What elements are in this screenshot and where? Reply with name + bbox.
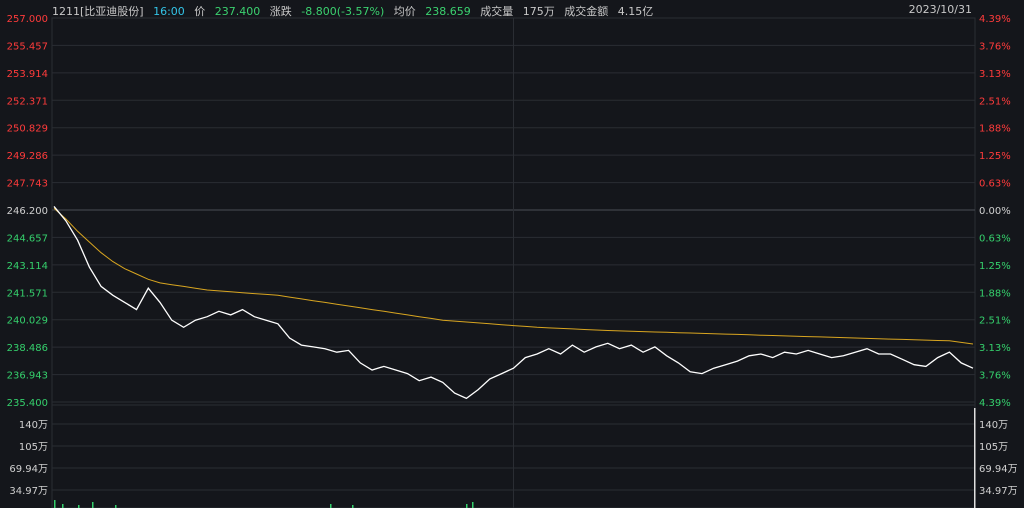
left-tick-label: 252.371 <box>7 96 48 107</box>
volume-bar <box>78 505 80 508</box>
quote-date: 2023/10/31 <box>908 3 972 16</box>
price-value: 237.400 <box>214 5 261 18</box>
avg-label: 均价 <box>393 5 416 18</box>
volume-axis: 140万 140万 105万 105万 69.94万 69.94万 34.97万 34.97万 <box>9 420 1017 497</box>
left-tick-label: 243.114 <box>7 261 48 272</box>
volume-bar <box>352 505 354 508</box>
right-tick-label: 4.39% <box>979 14 1011 25</box>
volume-tick-label: 34.97万 <box>979 486 1018 497</box>
right-tick-label: 2.51% <box>979 96 1011 107</box>
change-label: 涨跌 <box>269 5 292 18</box>
right-tick-label: 1.88% <box>979 124 1011 135</box>
right-tick-label: 0.63% <box>979 179 1011 190</box>
quote-time: 16:00 <box>153 5 185 18</box>
left-tick-label: 240.029 <box>7 316 48 327</box>
right-tick-label: 0.00% <box>979 206 1011 217</box>
right-tick-label: 2.51% <box>979 316 1011 327</box>
volume-tick-label: 140万 <box>979 420 1008 431</box>
volume-bar <box>330 504 332 508</box>
right-tick-label: 3.76% <box>979 371 1011 382</box>
volume-label: 成交量 <box>480 5 514 18</box>
right-tick-label: 1.25% <box>979 261 1011 272</box>
left-tick-label: 246.200 <box>7 206 48 217</box>
right-tick-label: 1.25% <box>979 151 1011 162</box>
chart-grid <box>51 17 976 508</box>
turnover-label: 成交金额 <box>564 5 609 18</box>
volume-tick-label: 105万 <box>979 442 1008 453</box>
right-tick-label: 1.88% <box>979 288 1011 299</box>
volume-tick-label: 69.94万 <box>979 464 1018 475</box>
volume-tick-label: 69.94万 <box>9 464 48 475</box>
volume-bar <box>62 504 64 508</box>
left-tick-label: 244.657 <box>7 233 48 244</box>
right-tick-label: 0.63% <box>979 233 1011 244</box>
price-line <box>53 205 974 400</box>
volume-bar <box>54 500 56 508</box>
left-tick-label: 235.400 <box>7 398 48 409</box>
change-value: -8.800(-3.57%) <box>301 5 385 18</box>
volume-tick-label: 105万 <box>19 442 48 453</box>
series-layer <box>53 205 974 400</box>
volume-value: 175万 <box>522 5 555 18</box>
avg-value: 238.659 <box>425 5 471 18</box>
stock-name: 1211[比亚迪股份] <box>52 5 144 18</box>
left-tick-label: 250.829 <box>7 124 48 135</box>
right-tick-label: 3.13% <box>979 69 1011 80</box>
volume-bars <box>54 408 976 508</box>
price-label: 价 <box>194 5 206 18</box>
left-tick-label: 257.000 <box>7 14 48 25</box>
volume-bar <box>115 505 117 508</box>
left-tick-label: 247.743 <box>7 179 48 190</box>
left-price-axis: 257.000 255.457 253.914 252.371 250.829 249.2… <box>7 14 48 409</box>
right-tick-label: 3.13% <box>979 343 1011 354</box>
left-tick-label: 236.943 <box>7 371 48 382</box>
right-percent-axis: 4.39% 3.76% 3.13% 2.51% 1.88% 1.25% 0.63% 0.00%… <box>979 14 1011 409</box>
avg-price-line <box>53 207 974 345</box>
left-tick-label: 255.457 <box>7 41 48 52</box>
right-tick-label: 4.39% <box>979 398 1011 409</box>
right-tick-label: 3.76% <box>979 41 1011 52</box>
volume-bar <box>472 502 474 508</box>
left-tick-label: 249.286 <box>7 151 48 162</box>
left-tick-label: 253.914 <box>7 69 48 80</box>
turnover-value: 4.15亿 <box>617 5 654 18</box>
volume-bar <box>974 408 976 508</box>
left-tick-label: 238.486 <box>7 343 48 354</box>
quote-header: 1211[比亚迪股份] 16:00 价 237.400 涨跌 -8.800(-3… <box>52 3 659 19</box>
left-tick-label: 241.571 <box>7 288 48 299</box>
volume-tick-label: 34.97万 <box>9 486 48 497</box>
volume-tick-label: 140万 <box>19 420 48 431</box>
volume-bar <box>466 504 468 508</box>
volume-bar <box>92 502 94 508</box>
